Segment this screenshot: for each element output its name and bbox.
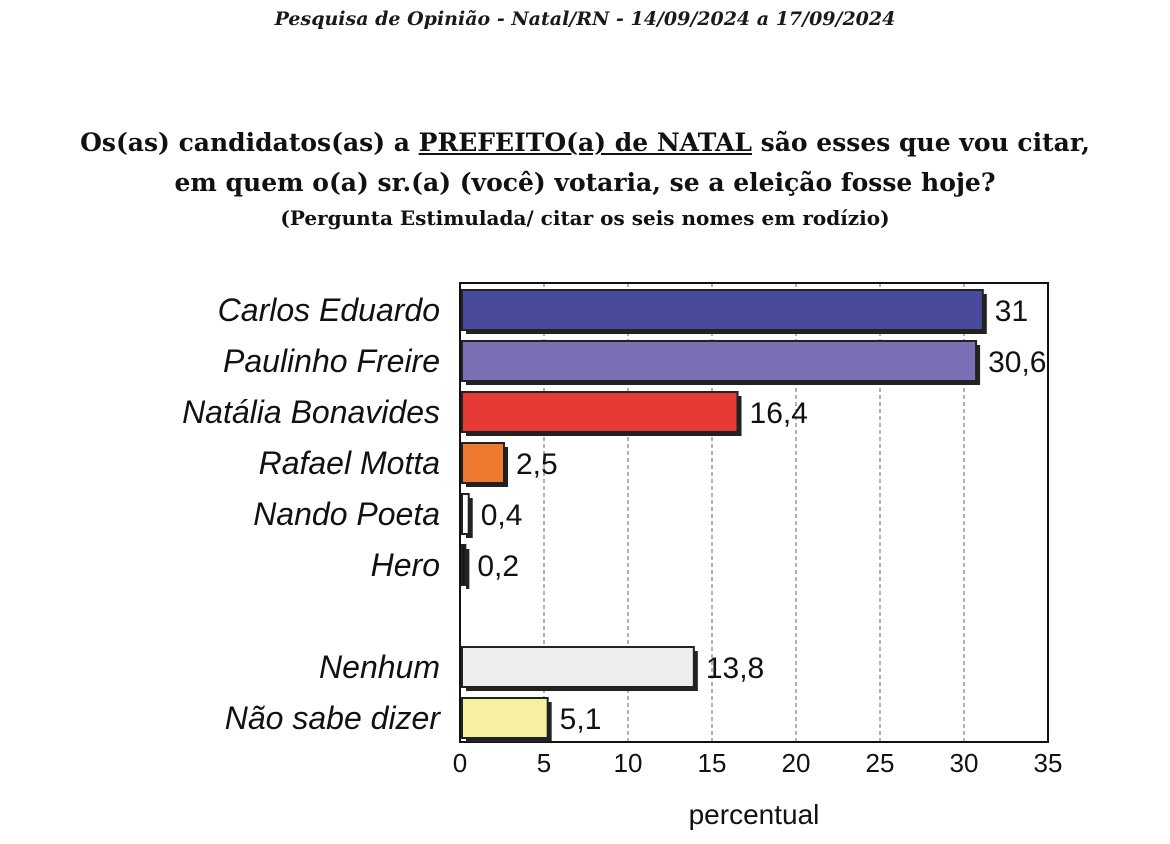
question-highlight: PREFEITO(a) de NATAL	[418, 128, 752, 157]
x-axis-title: percentual	[689, 799, 820, 830]
bar-shadow	[466, 549, 470, 589]
category-label: Natália Bonavides	[182, 394, 440, 430]
value-label: 0,2	[477, 550, 519, 583]
bar	[461, 544, 467, 586]
category-label: Não sabe dizer	[225, 700, 442, 736]
bar	[461, 646, 695, 688]
plot-frame	[459, 282, 1049, 743]
category-label: Nenhum	[319, 649, 440, 685]
x-tick-label: 30	[950, 748, 979, 778]
category-label: Nando Poeta	[253, 496, 440, 532]
value-label: 31	[995, 295, 1028, 328]
category-label: Carlos Eduardo	[218, 292, 440, 328]
value-label: 0,4	[481, 499, 523, 532]
bar	[461, 391, 739, 433]
value-label: 16,4	[750, 397, 808, 430]
x-tick-label: 15	[698, 748, 727, 778]
x-tick-label: 0	[453, 748, 467, 778]
question-note: (Pergunta Estimulada/ citar os seis nome…	[280, 206, 890, 230]
bar	[461, 697, 549, 739]
bar	[461, 493, 470, 535]
bar	[461, 289, 984, 331]
x-tick-label: 25	[866, 748, 895, 778]
x-tick-label: 5	[537, 748, 551, 778]
question-line-2: em quem o(a) sr.(a) (você) votaria, se a…	[174, 168, 996, 197]
category-label: Hero	[371, 547, 440, 583]
category-label: Paulinho Freire	[223, 343, 440, 379]
question-line-1: Os(as) candidatos(as) a PREFEITO(a) de N…	[0, 128, 1170, 157]
value-label: 5,1	[560, 703, 602, 736]
value-label: 30,6	[988, 346, 1046, 379]
x-tick-label: 20	[782, 748, 811, 778]
bar	[461, 340, 978, 382]
x-tick-label: 35	[1034, 748, 1063, 778]
x-tick-label: 10	[614, 748, 643, 778]
survey-header: Pesquisa de Opinião - Natal/RN - 14/09/2…	[274, 8, 896, 30]
question-line-1-start: Os(as) candidatos(as) a	[80, 128, 419, 157]
bar	[461, 442, 505, 484]
question-line-1-end: são esses que vou citar,	[751, 128, 1090, 157]
category-label: Rafael Motta	[259, 445, 440, 481]
value-label: 13,8	[706, 652, 764, 685]
value-label: 2,5	[516, 448, 558, 481]
